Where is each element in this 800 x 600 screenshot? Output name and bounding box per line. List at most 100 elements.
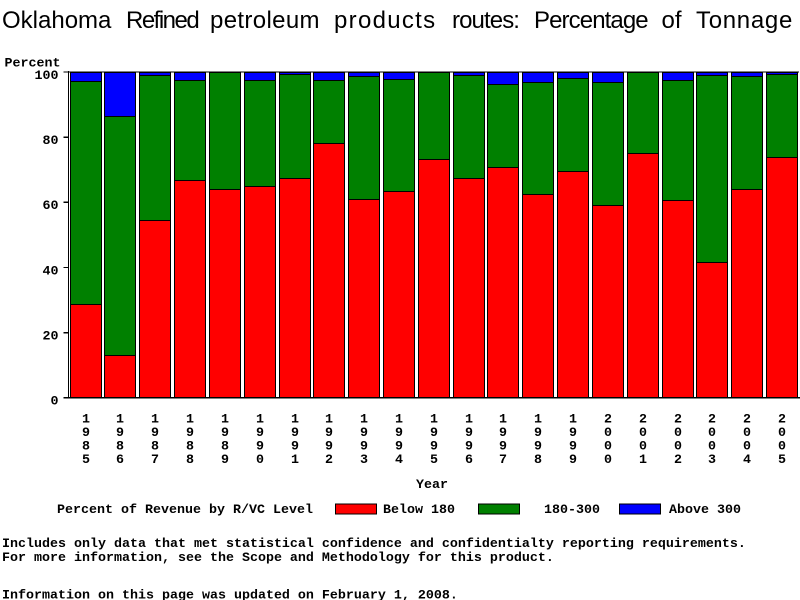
svg-text:2: 2 (708, 413, 716, 428)
svg-text:9: 9 (221, 426, 229, 441)
svg-text:20: 20 (43, 330, 59, 345)
svg-text:For more information, see the: For more information, see the Scope and … (2, 551, 554, 566)
svg-text:2: 2 (325, 453, 333, 468)
svg-text:8: 8 (151, 440, 159, 455)
svg-text:petroleum: petroleum (210, 7, 320, 34)
svg-text:Refined: Refined (126, 7, 198, 34)
svg-text:1: 1 (116, 413, 124, 428)
svg-text:Information on this page was u: Information on this page was updated on … (2, 589, 458, 600)
svg-text:1: 1 (186, 413, 194, 428)
svg-text:0: 0 (604, 426, 612, 441)
svg-text:5: 5 (778, 453, 786, 468)
svg-text:0: 0 (604, 440, 612, 455)
svg-text:0: 0 (674, 440, 682, 455)
svg-text:2: 2 (604, 413, 612, 428)
svg-text:100: 100 (35, 69, 59, 84)
svg-text:Percent of Revenue by R/VC Lev: Percent of Revenue by R/VC Level (57, 503, 313, 518)
svg-text:0: 0 (674, 426, 682, 441)
svg-text:40: 40 (43, 264, 59, 279)
svg-text:Tonnage: Tonnage (696, 7, 793, 34)
svg-text:0: 0 (639, 426, 647, 441)
svg-text:Year: Year (416, 478, 448, 493)
svg-text:3: 3 (360, 453, 368, 468)
svg-text:9: 9 (430, 440, 438, 455)
svg-text:9: 9 (395, 440, 403, 455)
svg-text:9: 9 (360, 440, 368, 455)
svg-text:1: 1 (465, 413, 473, 428)
svg-text:8: 8 (82, 440, 90, 455)
svg-text:9: 9 (395, 426, 403, 441)
svg-text:9: 9 (186, 426, 194, 441)
svg-text:7: 7 (499, 453, 507, 468)
svg-text:9: 9 (256, 426, 264, 441)
svg-text:8: 8 (534, 453, 542, 468)
svg-text:7: 7 (151, 453, 159, 468)
svg-text:0: 0 (778, 440, 786, 455)
svg-text:0: 0 (51, 395, 59, 410)
svg-text:1: 1 (639, 453, 647, 468)
svg-text:0: 0 (256, 453, 264, 468)
svg-text:80: 80 (43, 134, 59, 149)
svg-text:5: 5 (82, 453, 90, 468)
svg-text:1: 1 (291, 453, 299, 468)
svg-text:Percentage: Percentage (534, 7, 648, 34)
svg-text:1: 1 (499, 413, 507, 428)
svg-text:9: 9 (534, 426, 542, 441)
svg-text:0: 0 (708, 440, 716, 455)
svg-text:9: 9 (221, 453, 229, 468)
svg-text:routes:: routes: (452, 7, 519, 34)
svg-text:1: 1 (360, 413, 368, 428)
svg-text:1: 1 (430, 413, 438, 428)
svg-text:3: 3 (708, 453, 716, 468)
svg-text:products: products (334, 7, 436, 34)
svg-text:1: 1 (82, 413, 90, 428)
svg-text:Below 180: Below 180 (383, 503, 455, 518)
svg-text:9: 9 (465, 440, 473, 455)
svg-text:0: 0 (778, 426, 786, 441)
svg-text:8: 8 (186, 440, 194, 455)
svg-text:Percent: Percent (5, 57, 61, 72)
svg-text:6: 6 (465, 453, 473, 468)
svg-text:2: 2 (674, 413, 682, 428)
svg-text:4: 4 (743, 453, 751, 468)
svg-text:8: 8 (116, 440, 124, 455)
svg-text:1: 1 (291, 413, 299, 428)
svg-text:0: 0 (639, 440, 647, 455)
svg-text:9: 9 (569, 440, 577, 455)
svg-text:6: 6 (116, 453, 124, 468)
svg-text:9: 9 (325, 440, 333, 455)
svg-text:Includes only data that met st: Includes only data that met statistical … (2, 537, 746, 552)
svg-text:1: 1 (325, 413, 333, 428)
svg-text:60: 60 (43, 199, 59, 214)
svg-text:0: 0 (743, 440, 751, 455)
svg-text:2: 2 (778, 413, 786, 428)
svg-text:9: 9 (291, 426, 299, 441)
svg-text:2: 2 (743, 413, 751, 428)
svg-text:9: 9 (291, 440, 299, 455)
svg-text:1: 1 (395, 413, 403, 428)
svg-text:2: 2 (674, 453, 682, 468)
svg-text:Oklahoma: Oklahoma (2, 7, 112, 34)
svg-text:1: 1 (221, 413, 229, 428)
svg-text:0: 0 (743, 426, 751, 441)
svg-text:8: 8 (186, 453, 194, 468)
svg-text:9: 9 (499, 426, 507, 441)
svg-text:0: 0 (708, 426, 716, 441)
svg-text:9: 9 (499, 440, 507, 455)
svg-text:of: of (662, 7, 682, 34)
svg-text:8: 8 (221, 440, 229, 455)
svg-text:1: 1 (534, 413, 542, 428)
svg-text:9: 9 (116, 426, 124, 441)
svg-text:9: 9 (360, 426, 368, 441)
svg-text:1: 1 (256, 413, 264, 428)
svg-text:0: 0 (604, 453, 612, 468)
svg-text:9: 9 (430, 426, 438, 441)
svg-text:9: 9 (256, 440, 264, 455)
svg-text:9: 9 (325, 426, 333, 441)
svg-text:180-300: 180-300 (544, 503, 600, 518)
svg-text:5: 5 (430, 453, 438, 468)
svg-text:9: 9 (151, 426, 159, 441)
svg-text:2: 2 (639, 413, 647, 428)
svg-text:1: 1 (569, 413, 577, 428)
svg-text:9: 9 (569, 453, 577, 468)
